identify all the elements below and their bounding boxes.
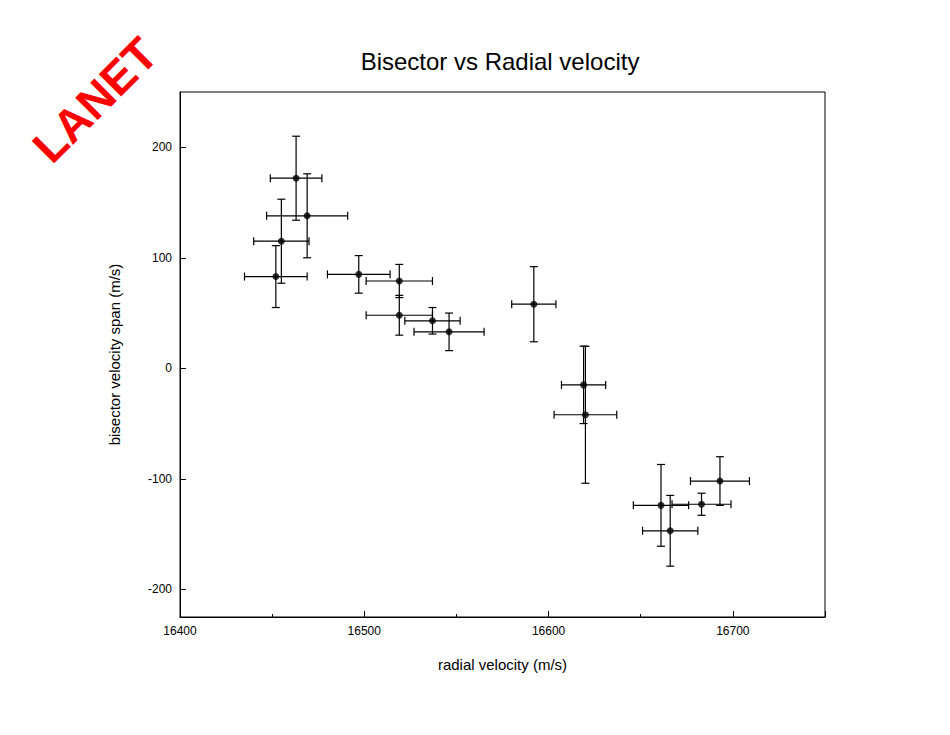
- svg-text:0: 0: [165, 361, 172, 375]
- svg-text:bisector velocity span (m/s): bisector velocity span (m/s): [106, 264, 123, 446]
- svg-text:16400: 16400: [163, 624, 197, 638]
- svg-text:100: 100: [152, 251, 172, 265]
- svg-text:-100: -100: [148, 472, 172, 486]
- svg-text:Bisector vs Radial velocity: Bisector vs Radial velocity: [361, 48, 640, 75]
- svg-text:16600: 16600: [532, 624, 566, 638]
- svg-text:200: 200: [152, 140, 172, 154]
- svg-text:LANET: LANET: [22, 27, 167, 172]
- svg-text:16500: 16500: [348, 624, 382, 638]
- svg-text:radial velocity (m/s): radial velocity (m/s): [438, 656, 567, 673]
- svg-text:16700: 16700: [716, 624, 750, 638]
- svg-text:-200: -200: [148, 582, 172, 596]
